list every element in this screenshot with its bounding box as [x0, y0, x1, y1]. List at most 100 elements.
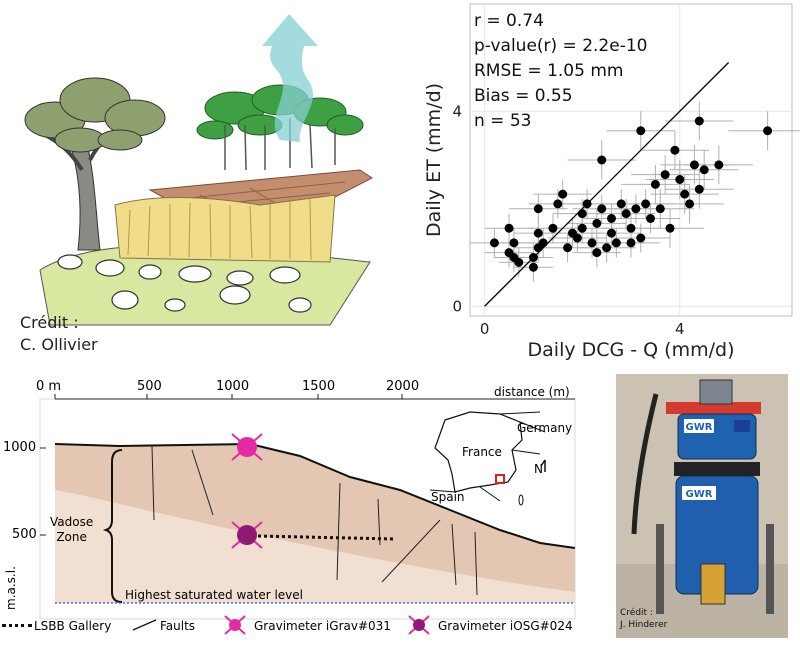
tree-canopy — [24, 77, 166, 153]
y-tick-label: 4 — [452, 102, 462, 120]
data-point — [558, 189, 568, 199]
y-axis-label: Daily ET (mm/d) — [423, 83, 445, 237]
evapotranspiration-arrow — [262, 14, 318, 142]
scatter-svg: r = 0.74 p-value(r) = 2.2e-10 RMSE = 1.05 … — [423, 3, 800, 361]
distance-label: distance (m) — [494, 385, 570, 399]
faults — [151, 445, 478, 596]
legend-iosg-swatch — [408, 615, 430, 635]
gravimeter-drawing: GWR GWR — [616, 374, 788, 638]
data-point — [763, 126, 773, 136]
top-tick-500: 500 — [137, 379, 162, 394]
data-point — [621, 209, 631, 219]
et-scatter-chart: r = 0.74 p-value(r) = 2.2e-10 RMSE = 1.05 … — [410, 0, 800, 362]
map-label-north: N — [534, 462, 543, 476]
legend-fault-swatch — [132, 619, 157, 631]
data-point — [592, 248, 602, 258]
data-point — [592, 218, 602, 228]
data-point — [611, 238, 621, 248]
iosg-marker — [231, 521, 263, 549]
top-tick-1500: 1500 — [302, 379, 336, 394]
data-point — [675, 175, 685, 184]
data-point — [660, 170, 670, 180]
stat-line: Bias = 0.55 — [474, 86, 573, 106]
cross-section-svg — [39, 394, 576, 620]
data-point — [665, 223, 675, 233]
corsica-outline — [518, 494, 524, 506]
top-tick-0: 0 m — [36, 379, 62, 394]
vadose-zone-label: Vadose Zone — [50, 515, 93, 545]
map-label-spain: Spain — [431, 490, 465, 504]
legend-igrav-swatch — [224, 615, 246, 635]
igrav-marker — [231, 433, 263, 461]
illustration-credit-name: C. Ollivier — [20, 335, 98, 354]
data-point — [714, 160, 724, 170]
vadose-label-line-2: Zone — [56, 530, 87, 544]
data-point — [626, 238, 636, 248]
legend-faults-label: Faults — [160, 619, 196, 633]
stat-line: RMSE = 1.05 mm — [474, 61, 623, 81]
x-tick-label: 4 — [675, 320, 685, 338]
data-point — [602, 243, 612, 253]
data-point — [509, 238, 519, 248]
data-point — [670, 145, 680, 155]
data-point — [606, 214, 616, 223]
legend-gallery-label: LSBB Gallery — [34, 619, 112, 633]
data-point — [597, 204, 607, 214]
vadose-bracket — [102, 449, 123, 603]
topography-line — [54, 442, 576, 549]
stat-line: p-value(r) = 2.2e-10 — [474, 36, 647, 56]
legend-iosg-label: Gravimeter iOSG#024 — [438, 619, 573, 633]
legend-gallery-swatch — [2, 624, 32, 627]
data-point — [606, 228, 616, 238]
lsbb-location-marker — [495, 474, 505, 484]
north-arrow-icon — [540, 459, 546, 472]
data-point — [641, 199, 651, 209]
top-tick-1000: 1000 — [216, 379, 250, 394]
x-tick-label: 0 — [480, 320, 490, 338]
neighbour-borders — [429, 411, 546, 502]
data-point — [646, 214, 656, 223]
data-point — [689, 160, 699, 170]
data-point — [616, 199, 626, 209]
data-point — [655, 204, 665, 214]
data-point — [597, 155, 607, 165]
data-point — [533, 228, 543, 238]
gravimeter-photo: GWR GWR Crédit : J. Hinderer — [616, 374, 788, 638]
y-axis-unit-label: m.a.s.l. — [4, 566, 18, 610]
data-point — [548, 223, 558, 233]
data-point — [563, 243, 573, 253]
data-point — [489, 238, 499, 248]
top-axis — [54, 394, 575, 400]
data-point — [636, 233, 646, 243]
data-point — [582, 199, 592, 209]
y-tick-500: 500 — [12, 527, 37, 542]
stat-line: n = 53 — [474, 111, 531, 131]
map-label-germany: Germany — [517, 421, 573, 435]
data-point — [685, 199, 695, 209]
stats-text: r = 0.74 p-value(r) = 2.2e-10 RMSE = 1.05 … — [474, 11, 647, 131]
data-point — [577, 223, 587, 233]
data-point — [680, 189, 690, 199]
photo-credit-name: J. Hinderer — [620, 620, 668, 630]
top-tick-2000: 2000 — [386, 379, 420, 394]
brand-label-body: GWR — [686, 489, 713, 500]
data-point — [504, 223, 514, 233]
data-point — [528, 262, 538, 272]
stat-line: r = 0.74 — [474, 11, 544, 31]
rock-dark-layer — [55, 444, 575, 592]
water-level-label: Highest saturated water level — [125, 588, 303, 602]
brand-label-top: GWR — [686, 422, 713, 433]
photo-credit-label: Crédit : — [620, 608, 653, 618]
y-tick-label: 0 — [452, 297, 462, 315]
landscape-drawing — [24, 14, 373, 326]
data-point — [636, 126, 646, 136]
data-point — [553, 199, 563, 209]
geologic-cross-section: 0 m 500 1000 1500 2000 distance (m) 1000… — [0, 370, 612, 647]
map-label-france: France — [462, 445, 502, 459]
legend-igrav-label: Gravimeter iGrav#031 — [254, 619, 391, 633]
illustration-credit-label: Crédit : — [20, 313, 79, 332]
data-point — [533, 204, 543, 214]
data-point — [538, 238, 548, 248]
data-point — [577, 209, 587, 219]
lsbb-gallery-line — [257, 534, 396, 541]
